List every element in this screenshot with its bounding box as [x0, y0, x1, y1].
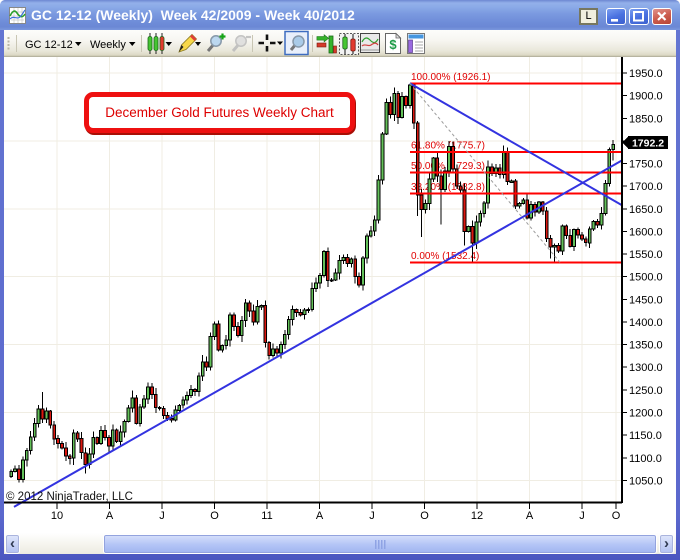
svg-text:1200.0: 1200.0 [629, 408, 663, 420]
svg-text:1700.0: 1700.0 [629, 181, 663, 193]
svg-text:J: J [159, 510, 165, 522]
svg-text:A: A [106, 510, 114, 522]
svg-text:Weekly: Weekly [90, 39, 126, 51]
svg-text:O: O [420, 510, 429, 522]
svg-text:J: J [369, 510, 375, 522]
svg-text:A: A [316, 510, 324, 522]
svg-text:GC 12-12: GC 12-12 [25, 39, 73, 51]
svg-text:1300.0: 1300.0 [629, 362, 663, 374]
svg-text:1550.0: 1550.0 [629, 249, 663, 261]
svg-text:1600.0: 1600.0 [629, 226, 663, 238]
svg-text:J: J [579, 510, 585, 522]
svg-text:O: O [210, 510, 219, 522]
svg-text:1250.0: 1250.0 [629, 385, 663, 397]
svg-text:1750.0: 1750.0 [629, 159, 663, 171]
svg-text:1150.0: 1150.0 [629, 430, 662, 442]
svg-text:1050.0: 1050.0 [629, 475, 663, 487]
svg-text:1100.0: 1100.0 [629, 453, 662, 465]
svg-text:$: $ [389, 37, 397, 52]
svg-text:10: 10 [51, 510, 63, 522]
svg-text:38.20% (1682.8): 38.20% (1682.8) [411, 182, 485, 193]
svg-text:A: A [526, 510, 534, 522]
svg-text:© 2012 NinjaTrader, LLC: © 2012 NinjaTrader, LLC [6, 491, 133, 503]
svg-text:1950.0: 1950.0 [629, 68, 663, 80]
svg-text:1350.0: 1350.0 [629, 340, 663, 352]
svg-text:12: 12 [471, 510, 483, 522]
svg-text:1500.0: 1500.0 [629, 272, 663, 284]
svg-text:11: 11 [261, 510, 272, 522]
svg-text:1400.0: 1400.0 [629, 317, 663, 329]
svg-text:1900.0: 1900.0 [629, 91, 663, 103]
svg-text:1450.0: 1450.0 [629, 294, 663, 306]
svg-text:1792.2: 1792.2 [632, 138, 664, 150]
svg-text:100.00% (1926.1): 100.00% (1926.1) [411, 72, 491, 83]
svg-text:1850.0: 1850.0 [629, 113, 663, 125]
svg-text:O: O [612, 510, 621, 522]
svg-text:0.00% (1532.4): 0.00% (1532.4) [411, 251, 479, 262]
svg-text:1650.0: 1650.0 [629, 204, 663, 216]
